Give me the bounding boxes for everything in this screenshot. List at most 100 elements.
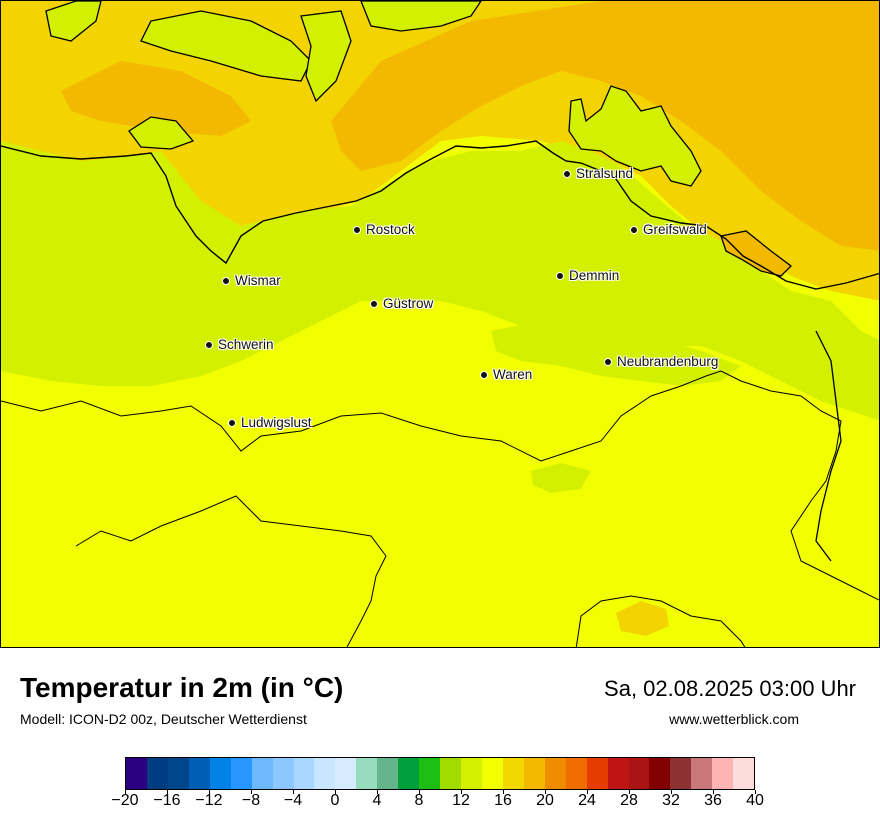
colorbar-swatch	[586, 758, 608, 789]
colorbar-swatch	[544, 758, 566, 789]
colorbar-swatch	[481, 758, 503, 789]
colorbar-swatch	[209, 758, 231, 789]
colorbar-swatch	[272, 758, 294, 789]
colorbar-swatch	[126, 758, 147, 789]
colorbar-swatch	[733, 758, 755, 789]
city-stralsund[interactable]: Stralsund	[563, 166, 633, 181]
colorbar-tick-mark	[335, 790, 336, 794]
colorbar-swatch	[461, 758, 482, 789]
city-label: Demmin	[569, 268, 620, 283]
city-greifswald[interactable]: Greifswald	[630, 222, 707, 237]
colorbar-tick-label: 40	[746, 792, 764, 809]
colorbar-swatch	[607, 758, 629, 789]
model-info: Modell: ICON-D2 00z, Deutscher Wetterdie…	[20, 711, 307, 727]
colorbar-tick-mark	[629, 790, 630, 794]
colorbar-swatch	[146, 758, 168, 789]
state-border-southeast	[575, 595, 746, 647]
colorbar-tick-label: 20	[536, 792, 554, 809]
colorbar-tick-label: 12	[452, 792, 470, 809]
colorbar-tick-label: −4	[283, 792, 303, 809]
colorbar-tick-label: 16	[494, 792, 512, 809]
colorbar-tick-label: 8	[414, 792, 424, 809]
colorbar-swatch	[356, 758, 378, 789]
map-footer: Temperatur in 2m (in °C) Modell: ICON-D2…	[0, 648, 880, 830]
colorbar-tick-mark	[713, 790, 714, 794]
colorbar-swatch	[712, 758, 734, 789]
warm-land-patch	[616, 601, 669, 636]
city-marker-icon	[563, 169, 571, 178]
colorbar-swatch	[670, 758, 692, 789]
colorbar-tick-mark	[293, 790, 294, 794]
southern-green-patch	[531, 463, 591, 493]
city-schwerin[interactable]: Schwerin	[205, 337, 274, 352]
usedom-island	[720, 230, 792, 277]
colorbar-tick-mark	[755, 790, 756, 794]
colorbar-tick-mark	[671, 790, 672, 794]
lolland-island	[140, 10, 312, 82]
city-neubrandenburg[interactable]: Neubrandenburg	[604, 354, 718, 369]
warm-sea-patch	[61, 61, 251, 136]
warm-sea-area	[331, 1, 879, 251]
colorbar-tick-mark	[251, 790, 252, 794]
city-label: Greifswald	[643, 222, 707, 237]
city-marker-icon	[353, 225, 361, 234]
city-marker-icon	[228, 418, 236, 427]
colorbar-swatch	[398, 758, 420, 789]
city-guestrow[interactable]: Güstrow	[370, 296, 433, 311]
colorbar-swatch	[188, 758, 210, 789]
colorbar-tick-mark	[167, 790, 168, 794]
city-marker-icon	[630, 225, 638, 234]
colorbar-swatch	[230, 758, 252, 789]
colorbar-swatch	[691, 758, 713, 789]
website-link[interactable]: www.wetterblick.com	[669, 711, 799, 727]
colorbar-tick-mark	[419, 790, 420, 794]
map-title: Temperatur in 2m (in °C)	[20, 672, 344, 703]
colorbar-swatch	[314, 758, 336, 789]
city-ludwigslust[interactable]: Ludwigslust	[228, 415, 312, 430]
temperature-map[interactable]: Stralsund Rostock Greifswald Wismar Demm…	[0, 0, 880, 648]
state-border-south	[75, 495, 387, 647]
colorbar-tick-mark	[545, 790, 546, 794]
colorbar-tick-mark	[125, 790, 126, 794]
colorbar-tick-label: 24	[578, 792, 596, 809]
city-demmin[interactable]: Demmin	[556, 268, 619, 283]
city-marker-icon	[370, 299, 378, 308]
colorbar-tick-mark	[461, 790, 462, 794]
state-border	[1, 370, 879, 601]
city-marker-icon	[556, 271, 564, 280]
fehmarn-island	[128, 116, 195, 150]
colorbar-tick-mark	[377, 790, 378, 794]
temperature-colorbar	[125, 757, 755, 790]
city-waren[interactable]: Waren	[480, 367, 532, 382]
colorbar-tick-label: −12	[195, 792, 223, 809]
city-marker-icon	[222, 276, 230, 285]
city-label: Güstrow	[383, 296, 434, 311]
colorbar-swatch	[251, 758, 273, 789]
city-rostock[interactable]: Rostock	[353, 222, 415, 237]
colorbar-tick-label: 32	[662, 792, 680, 809]
colorbar-tick-label: 4	[372, 792, 382, 809]
city-marker-icon	[205, 340, 213, 349]
city-wismar[interactable]: Wismar	[222, 273, 281, 288]
colorbar-swatch	[649, 758, 671, 789]
map-canvas	[1, 1, 879, 647]
colorbar-tick-label: 36	[704, 792, 722, 809]
city-label: Schwerin	[218, 337, 274, 352]
inland-green-patch	[491, 321, 741, 386]
colorbar-swatch	[502, 758, 524, 789]
falster-island	[300, 10, 352, 103]
city-label: Ludwigslust	[241, 415, 312, 430]
colorbar-tick-label: 28	[620, 792, 638, 809]
forecast-datetime: Sa, 02.08.2025 03:00 Uhr	[604, 676, 856, 701]
colorbar-tick-mark	[209, 790, 210, 794]
colorbar-swatch	[377, 758, 399, 789]
colorbar-tick-label: −8	[241, 792, 261, 809]
colorbar-tick-mark	[503, 790, 504, 794]
colorbar-tick-label: −20	[111, 792, 139, 809]
coastline	[1, 140, 879, 290]
zealand-coast	[360, 1, 482, 32]
rugen-island	[568, 85, 702, 187]
city-marker-icon	[480, 370, 488, 379]
city-label: Neubrandenburg	[617, 354, 719, 369]
city-label: Stralsund	[576, 166, 634, 181]
